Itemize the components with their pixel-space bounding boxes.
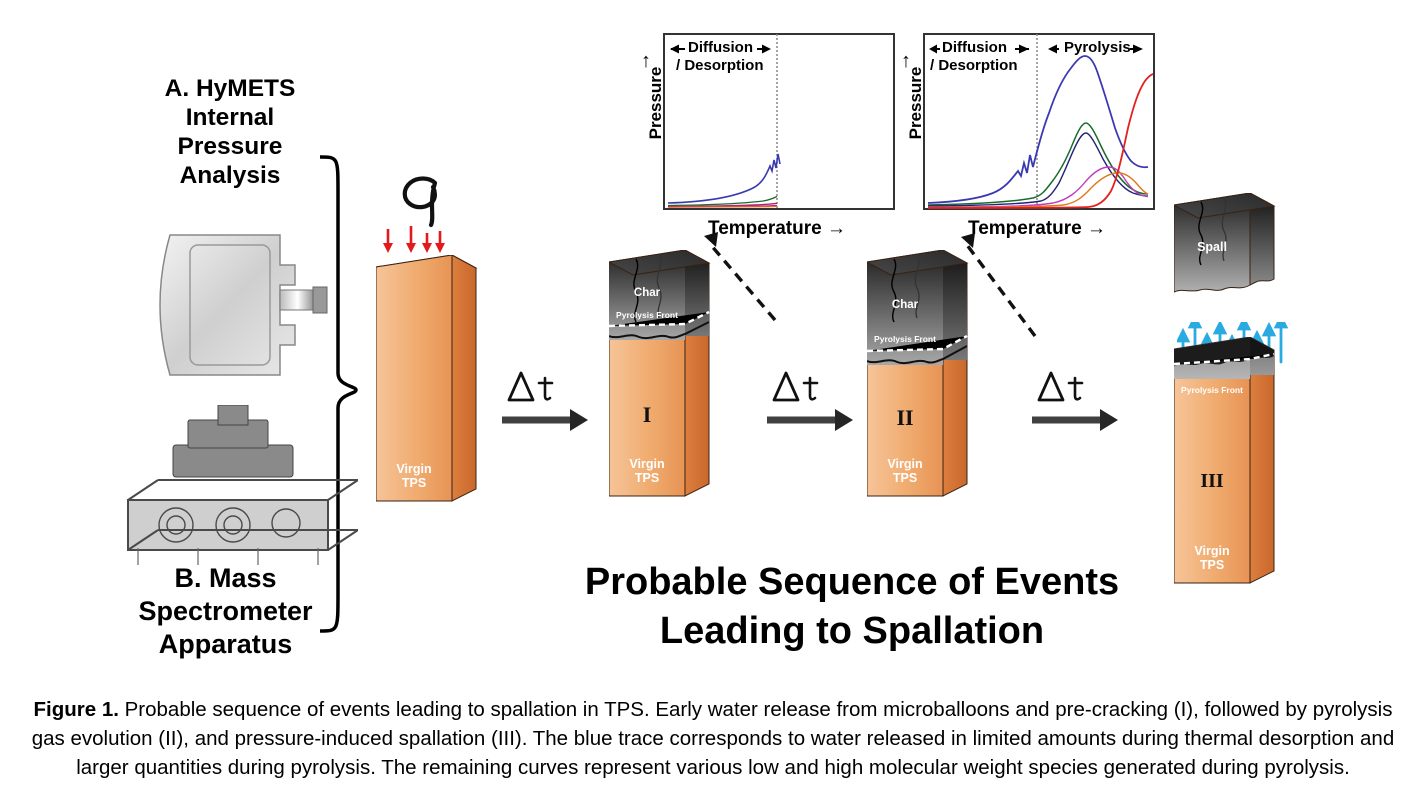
svg-text:Virgin: Virgin [396, 462, 431, 476]
svg-text:Pyrolysis Front: Pyrolysis Front [616, 310, 678, 320]
svg-text:TPS: TPS [402, 476, 426, 490]
svg-text:Virgin: Virgin [629, 457, 664, 471]
svg-text:Pyrolysis Front: Pyrolysis Front [874, 334, 936, 344]
svg-text:TPS: TPS [635, 471, 659, 485]
svg-text:TPS: TPS [893, 471, 917, 485]
svg-text:III: III [1200, 470, 1224, 492]
svg-text:Spall: Spall [1197, 240, 1227, 254]
svg-text:Pyrolysis Front: Pyrolysis Front [1181, 385, 1243, 395]
svg-text:Char: Char [892, 299, 919, 311]
svg-text:I: I [643, 402, 652, 427]
svg-text:Virgin: Virgin [1194, 544, 1229, 558]
svg-text:II: II [896, 405, 913, 430]
svg-text:Char: Char [634, 287, 661, 299]
svg-text:Virgin: Virgin [887, 457, 922, 471]
